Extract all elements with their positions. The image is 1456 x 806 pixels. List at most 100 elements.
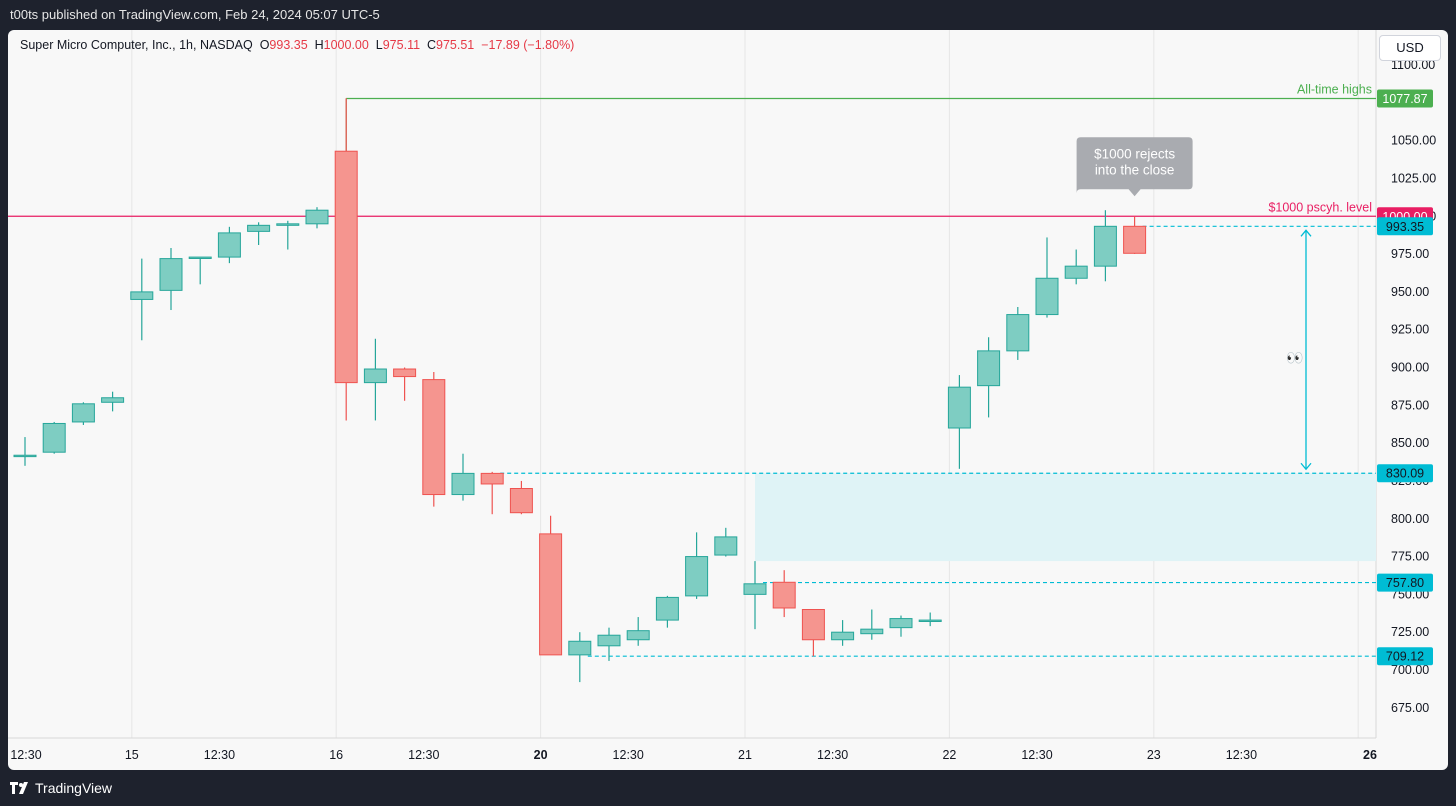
y-tick-label: 1100.00	[1391, 58, 1435, 72]
low-label: L	[375, 38, 383, 52]
price-tag-label: 757.80	[1386, 576, 1424, 590]
candle-body	[655, 596, 679, 621]
candle-body	[889, 618, 913, 629]
x-tick-label: 12:30	[408, 748, 439, 762]
candle-body	[159, 258, 183, 291]
ohlc-legend: Super Micro Computer, Inc., 1h, NASDAQ O…	[20, 38, 574, 52]
candle-body	[334, 150, 358, 384]
x-tick-label: 23	[1147, 748, 1161, 762]
level-label: $1000 pscyh. level	[1268, 200, 1372, 214]
high-value: 1000.00	[323, 38, 369, 52]
y-tick-label: 1025.00	[1391, 171, 1436, 185]
candle-body	[305, 209, 329, 225]
candle-body	[772, 581, 796, 609]
x-tick-label: 12:30	[1021, 748, 1052, 762]
demand-zone	[755, 473, 1376, 562]
candle-body	[363, 368, 387, 384]
candle-body	[217, 232, 241, 258]
y-tick-label: 725.00	[1391, 625, 1429, 639]
callout-bubble	[1076, 137, 1193, 197]
price-tag	[1377, 217, 1433, 236]
candle-body	[626, 630, 650, 641]
candle-body	[714, 536, 738, 556]
x-tick-label: 12:30	[204, 748, 235, 762]
publish-info: t00ts published on TradingView.com, Feb …	[10, 7, 380, 22]
candle-body	[539, 533, 563, 656]
currency-button[interactable]: USD	[1379, 35, 1441, 61]
candle-body	[568, 640, 592, 656]
callout-line-2: into the close	[1095, 162, 1175, 177]
price-tag-label: 830.09	[1386, 467, 1424, 481]
x-tick-label: 12:30	[817, 748, 848, 762]
brand-name: TradingView	[35, 780, 113, 796]
candle-body	[977, 350, 1001, 387]
price-tag-label: 993.35	[1386, 220, 1424, 234]
candle-body	[188, 256, 212, 259]
candle-body	[393, 368, 417, 378]
candle-body	[42, 422, 66, 453]
candle-body	[860, 628, 884, 635]
candle-body	[1035, 277, 1059, 316]
candle-body	[71, 403, 95, 423]
y-tick-label: 875.00	[1391, 398, 1429, 412]
price-tag	[1377, 573, 1433, 592]
candle-body	[130, 291, 154, 300]
low-value: 975.11	[382, 38, 421, 52]
y-tick-label: 675.00	[1391, 701, 1429, 715]
candle-body	[101, 397, 125, 403]
candle-body	[1093, 225, 1117, 267]
close-value: 975.51	[436, 38, 475, 52]
x-tick-label: 12:30	[613, 748, 644, 762]
symbol-label: Super Micro Computer, Inc., 1h, NASDAQ	[20, 38, 253, 52]
open-label: O	[259, 38, 270, 52]
x-tick-label: 20	[534, 748, 548, 762]
price-tag	[1377, 647, 1433, 666]
chart-panel[interactable]: Super Micro Computer, Inc., 1h, NASDAQ O…	[8, 30, 1448, 770]
bottom-bar: TradingView	[0, 770, 1456, 806]
candle-body	[743, 583, 767, 595]
price-chart[interactable]: All-time highs $1000 pscyh. level $1000 re…	[8, 30, 1448, 770]
level-label: All-time highs	[1297, 82, 1372, 96]
y-tick-label: 925.00	[1391, 323, 1429, 337]
x-tick-label: 21	[738, 748, 752, 762]
candle-body	[1123, 225, 1147, 254]
y-tick-label: 700.00	[1391, 663, 1429, 677]
measure-arrow-head-top	[1300, 229, 1312, 237]
price-tag	[1377, 89, 1433, 108]
tradingview-logo-icon	[10, 782, 28, 794]
y-tick-label: 850.00	[1391, 436, 1429, 450]
price-tag-label: 1077.87	[1382, 92, 1427, 106]
candle-body	[685, 556, 709, 597]
x-tick-label: 12:30	[10, 748, 41, 762]
y-tick-label: 950.00	[1391, 285, 1429, 299]
y-tick-label: 975.00	[1391, 247, 1429, 261]
candle-body	[597, 634, 621, 647]
high-label: H	[314, 38, 324, 52]
measure-arrow-head-bottom	[1300, 462, 1312, 471]
candle-body	[13, 454, 37, 458]
candle-body	[1006, 314, 1030, 352]
candle-body	[918, 619, 942, 622]
change-value: −17.89 (−1.80%)	[481, 38, 575, 52]
callout-line-1: $1000 rejects	[1094, 146, 1175, 161]
y-tick-label: 800.00	[1391, 512, 1429, 526]
price-tag	[1377, 464, 1433, 483]
candle-body	[451, 472, 475, 496]
candle-body	[947, 386, 971, 429]
candle-body	[509, 488, 533, 514]
y-tick-label: 775.00	[1391, 550, 1429, 564]
candle-body	[801, 609, 825, 641]
x-tick-label: 22	[942, 748, 956, 762]
candle-body	[1064, 265, 1088, 279]
candle-body	[276, 223, 300, 226]
candle-body	[831, 631, 855, 641]
open-value: 993.35	[269, 38, 308, 52]
y-tick-label: 1050.00	[1391, 134, 1436, 148]
price-tag-label: 709.12	[1386, 650, 1424, 664]
candle-body	[422, 379, 446, 496]
close-label: C	[427, 38, 437, 52]
x-tick-label: 15	[125, 748, 139, 762]
x-tick-label: 26	[1363, 748, 1377, 762]
x-tick-label: 16	[329, 748, 343, 762]
x-tick-label: 12:30	[1226, 748, 1257, 762]
